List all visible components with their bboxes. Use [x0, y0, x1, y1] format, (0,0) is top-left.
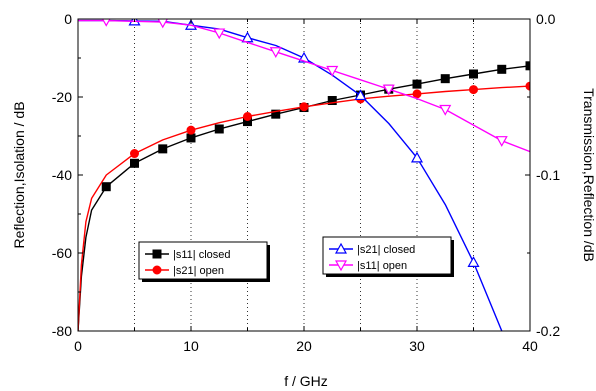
x-tick-label: 0: [74, 338, 82, 354]
data-point: [326, 65, 339, 77]
series-1: [78, 81, 530, 331]
y-left-tick-label: -20: [52, 89, 72, 105]
data-point: [186, 133, 196, 143]
legend-label: |s21| closed: [357, 244, 415, 256]
y-axis-right-label: Transmission,Reflection /dB: [581, 88, 596, 262]
y-left-tick-label: 0: [64, 11, 72, 27]
series-layer: [78, 19, 530, 331]
y-left-tick-label: -80: [52, 323, 72, 339]
legend-label: |s21| open: [173, 265, 224, 277]
legend-label: |s11| open: [357, 260, 407, 272]
data-point: [469, 85, 478, 95]
x-tick-label: 30: [409, 338, 425, 354]
series-0: [78, 61, 530, 331]
data-point: [495, 136, 508, 147]
data-point: [327, 96, 337, 106]
legend-box: [322, 236, 452, 275]
x-axis-label: f / GHz: [284, 373, 328, 389]
y-right-tick-label: -0.2: [536, 323, 560, 339]
data-point: [130, 149, 139, 159]
data-point: [354, 89, 367, 101]
data-point: [214, 124, 224, 134]
series-line: [78, 65, 530, 331]
grid-lines: [134, 19, 474, 331]
data-point: [382, 84, 395, 96]
y-right-tick-label: -0.1: [536, 167, 560, 183]
series-line: [78, 85, 530, 331]
legend-left: |s11| closed |s21| open: [138, 241, 270, 282]
data-point: [412, 89, 422, 99]
x-tick-label: 40: [522, 338, 538, 354]
series-2: [78, 19, 503, 331]
data-point: [299, 102, 309, 112]
data-point: [101, 182, 111, 192]
series-line: [78, 19, 530, 153]
data-point: [186, 125, 196, 135]
legend-label: |s11| closed: [173, 249, 231, 261]
x-tick-label: 20: [296, 338, 312, 354]
data-point: [525, 61, 530, 71]
data-point: [412, 79, 422, 89]
data-point: [158, 144, 168, 154]
data-point: [101, 19, 111, 27]
legend-marker: [152, 265, 162, 275]
data-point: [467, 256, 480, 267]
y-left-tick-label: -40: [52, 167, 72, 183]
data-point: [243, 112, 252, 121]
data-point: [130, 158, 139, 168]
legend-marker: [152, 249, 162, 259]
data-point: [269, 47, 282, 58]
y-left-tick-label: -60: [52, 245, 72, 261]
data-point: [497, 64, 507, 74]
x-tick-label: 10: [183, 338, 199, 354]
legend-right: |s21| closed |s11| open: [322, 236, 454, 277]
data-point: [525, 81, 530, 91]
series-line: [78, 19, 503, 331]
axes: 0 10 20 30 40 0 -20 -40 -60 -80 0.0 -0.1 -0.2: [52, 11, 561, 354]
legend-marker: [334, 260, 348, 272]
data-point: [439, 104, 452, 116]
legend-marker: [334, 242, 348, 254]
data-point: [271, 109, 281, 119]
data-point: [469, 69, 478, 79]
y-right-tick-label: 0.0: [536, 11, 556, 27]
data-point: [213, 28, 226, 40]
data-point: [410, 151, 424, 163]
y-axis-left-label: Reflection,Isolation / dB: [11, 101, 27, 248]
series-3: [78, 19, 530, 153]
data-point: [440, 74, 450, 84]
data-point: [157, 19, 168, 29]
